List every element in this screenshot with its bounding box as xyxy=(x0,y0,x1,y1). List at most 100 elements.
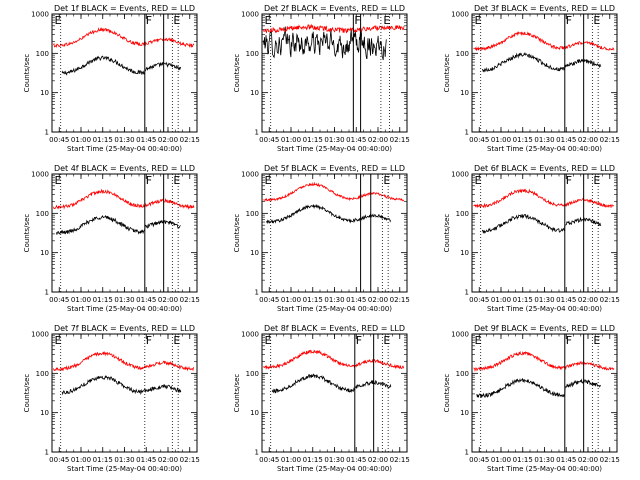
series-line-lld xyxy=(473,188,615,209)
y-axis-label: Counts/sec xyxy=(233,54,241,93)
event-marker-label: F xyxy=(146,14,152,27)
event-marker-label: E xyxy=(173,14,180,27)
event-marker-label: F xyxy=(566,334,572,347)
x-tick-label: 01:00 xyxy=(491,136,511,144)
x-tick-label: 02:00 xyxy=(368,136,388,144)
series-line-lld xyxy=(473,31,615,52)
event-marker-label: E xyxy=(383,14,390,27)
x-tick-label: 02:00 xyxy=(578,136,598,144)
x-tick-label: 01:45 xyxy=(556,456,576,464)
y-tick-label: 100 xyxy=(456,370,469,378)
x-axis-label: Start Time (25-May-04 00:40:00) xyxy=(277,145,392,153)
x-tick-label: 00:45 xyxy=(469,136,489,144)
x-tick-label: 01:15 xyxy=(513,296,533,304)
y-tick-label: 1000 xyxy=(241,331,259,339)
x-tick-label: 01:15 xyxy=(513,456,533,464)
x-tick-label: 01:45 xyxy=(346,456,366,464)
panel-title: Det 7f BLACK = Events, RED = LLD xyxy=(54,324,195,333)
x-axis-label: Start Time (25-May-04 00:40:00) xyxy=(487,305,602,313)
x-axis-label: Start Time (25-May-04 00:40:00) xyxy=(277,465,392,473)
x-tick-label: 01:30 xyxy=(324,296,344,304)
series-line-lld xyxy=(263,349,405,370)
x-tick-label: 01:15 xyxy=(93,136,113,144)
event-marker-label: E xyxy=(54,174,61,187)
x-tick-label: 01:45 xyxy=(136,136,156,144)
event-marker-label: E xyxy=(54,334,61,347)
y-tick-label: 1 xyxy=(45,129,49,137)
event-marker-label: E xyxy=(173,334,180,347)
x-tick-label: 02:00 xyxy=(158,456,178,464)
panel-title: Det 3f BLACK = Events, RED = LLD xyxy=(474,4,615,13)
event-marker-label: E xyxy=(474,14,481,27)
x-tick-label: 00:45 xyxy=(49,136,69,144)
series-line-lld xyxy=(53,27,195,49)
event-marker-label: E xyxy=(264,334,271,347)
x-tick-label: 00:45 xyxy=(259,456,279,464)
event-marker-label: F xyxy=(354,14,360,27)
event-marker-label: F xyxy=(566,14,572,27)
y-tick-label: 1000 xyxy=(241,11,259,19)
y-axis-label: Counts/sec xyxy=(233,374,241,413)
y-tick-label: 100 xyxy=(36,50,49,58)
event-marker-label: E xyxy=(474,174,481,187)
x-tick-label: 01:45 xyxy=(346,296,366,304)
y-tick-label: 1 xyxy=(45,289,49,297)
x-tick-label: 02:00 xyxy=(158,136,178,144)
y-tick-label: 1000 xyxy=(451,171,469,179)
y-tick-label: 1 xyxy=(465,129,469,137)
x-tick-label: 00:45 xyxy=(259,136,279,144)
y-tick-label: 1 xyxy=(255,289,259,297)
series-line-lld xyxy=(53,350,195,372)
x-tick-label: 02:15 xyxy=(600,136,620,144)
y-tick-label: 1000 xyxy=(31,331,49,339)
series-line-events xyxy=(481,52,602,73)
y-tick-label: 10 xyxy=(460,249,469,257)
x-tick-label: 01:45 xyxy=(556,136,576,144)
event-marker-label: F xyxy=(356,334,362,347)
series-line-events xyxy=(263,26,387,61)
x-tick-label: 01:45 xyxy=(556,296,576,304)
x-tick-label: 01:30 xyxy=(534,136,554,144)
event-marker-label: E xyxy=(593,174,600,187)
event-marker-label: E xyxy=(54,14,61,27)
series-line-lld xyxy=(53,188,195,210)
x-tick-label: 02:15 xyxy=(600,296,620,304)
x-tick-label: 00:45 xyxy=(259,296,279,304)
y-tick-label: 1 xyxy=(45,449,49,457)
y-tick-label: 1000 xyxy=(451,331,469,339)
x-tick-label: 00:45 xyxy=(469,296,489,304)
y-axis-label: Counts/sec xyxy=(23,54,31,93)
event-marker-label: E xyxy=(593,14,600,27)
y-axis-label: Counts/sec xyxy=(443,214,451,253)
panel-title: Det 4f BLACK = Events, RED = LLD xyxy=(54,164,195,173)
series-line-events xyxy=(271,373,392,394)
x-tick-label: 02:15 xyxy=(600,456,620,464)
event-marker-label: E xyxy=(383,174,390,187)
x-tick-label: 01:15 xyxy=(513,136,533,144)
x-tick-label: 02:00 xyxy=(368,456,388,464)
x-tick-label: 01:30 xyxy=(324,136,344,144)
event-marker-label: F xyxy=(566,174,572,187)
event-marker-label: E xyxy=(173,174,180,187)
y-tick-label: 10 xyxy=(460,89,469,97)
x-tick-label: 02:15 xyxy=(390,456,410,464)
x-tick-label: 01:30 xyxy=(534,296,554,304)
y-tick-label: 1 xyxy=(465,449,469,457)
x-tick-label: 02:00 xyxy=(578,296,598,304)
x-axis-label: Start Time (25-May-04 00:40:00) xyxy=(67,305,182,313)
y-tick-label: 10 xyxy=(460,409,469,417)
y-axis-label: Counts/sec xyxy=(443,374,451,413)
x-tick-label: 01:30 xyxy=(534,456,554,464)
x-tick-label: 01:45 xyxy=(136,296,156,304)
x-tick-label: 02:00 xyxy=(368,296,388,304)
event-marker-label: E xyxy=(383,334,390,347)
x-tick-label: 01:00 xyxy=(281,136,301,144)
y-tick-label: 10 xyxy=(40,409,49,417)
x-tick-label: 02:00 xyxy=(158,296,178,304)
event-marker-label: E xyxy=(264,14,271,27)
x-tick-label: 00:45 xyxy=(469,456,489,464)
